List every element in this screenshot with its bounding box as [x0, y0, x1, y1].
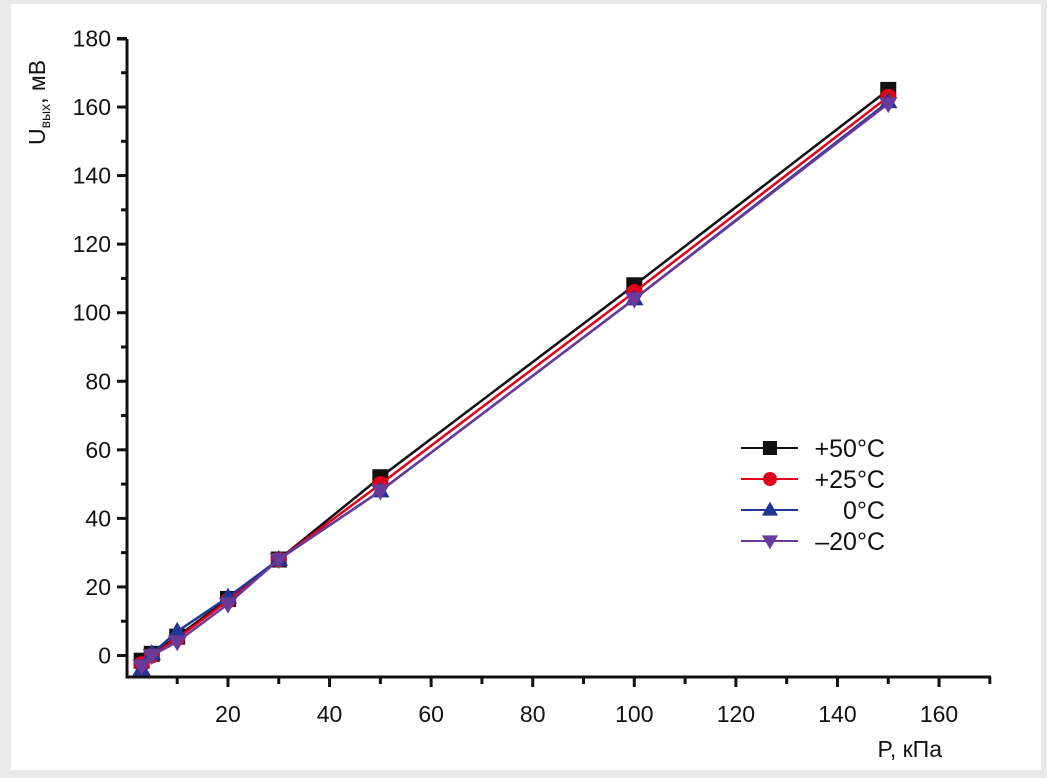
legend-item: +50°C	[741, 435, 885, 463]
y-tick-label: 100	[73, 300, 111, 326]
x-tick-label: 100	[615, 701, 653, 727]
data-point	[218, 597, 238, 614]
y-tick-label: 160	[73, 94, 111, 120]
y-tick-label: 40	[85, 505, 111, 531]
x-tick-label: 160	[920, 701, 958, 727]
data-point	[269, 553, 288, 570]
y-tick-label: 60	[85, 437, 111, 463]
series-3	[132, 97, 898, 676]
data-point	[879, 97, 898, 114]
x-tick-label: 140	[818, 701, 856, 727]
y-tick-label: 120	[73, 231, 111, 257]
legend-item: +25°C	[741, 466, 885, 494]
legend-item: 0°C	[741, 497, 885, 525]
series-line	[140, 88, 890, 662]
y-tick-label: 80	[85, 368, 111, 394]
y-tick-label: 180	[73, 25, 111, 51]
series-group	[132, 81, 898, 676]
data-point	[142, 649, 161, 666]
circle-marker	[763, 472, 777, 486]
x-tick-label: 60	[418, 701, 444, 727]
axes: 20 40 60 80 100 120 140 160 0 20 40 60 80 100 120 140 16…	[73, 25, 992, 727]
x-tick-label: 120	[717, 701, 755, 727]
y-tick-label: 20	[85, 574, 111, 600]
y-axis-label-sub: вых	[37, 104, 53, 129]
legend-label: +25°C	[815, 466, 885, 494]
data-point	[625, 292, 644, 309]
legend-item: –20°C	[741, 528, 885, 556]
triangle-up-marker	[761, 501, 779, 516]
legend: +50°C +25°C 0°C –20°C	[741, 435, 885, 556]
x-tick-label: 40	[317, 701, 343, 727]
legend-label: +50°C	[815, 435, 885, 463]
x-tick-label: 80	[520, 701, 546, 727]
series-line	[140, 100, 890, 670]
x-axis-label: P, кПа	[877, 736, 942, 762]
data-point	[167, 635, 187, 652]
y-tick-label: 0	[98, 643, 111, 669]
data-point	[167, 621, 187, 638]
y-axis-label: Uвых, мВ	[24, 60, 53, 145]
square-marker	[763, 441, 777, 455]
series-1	[133, 88, 897, 673]
data-point	[132, 659, 151, 676]
data-point	[371, 484, 390, 501]
triangle-down-marker	[761, 535, 779, 550]
series-0	[133, 81, 897, 669]
y-axis-label-unit: , мВ	[24, 60, 50, 104]
legend-label: 0°C	[843, 497, 885, 525]
y-axis-label-main: U	[24, 128, 50, 145]
legend-label: –20°C	[815, 528, 885, 556]
y-tick-label: 140	[73, 163, 111, 189]
x-tick-label: 20	[215, 701, 241, 727]
